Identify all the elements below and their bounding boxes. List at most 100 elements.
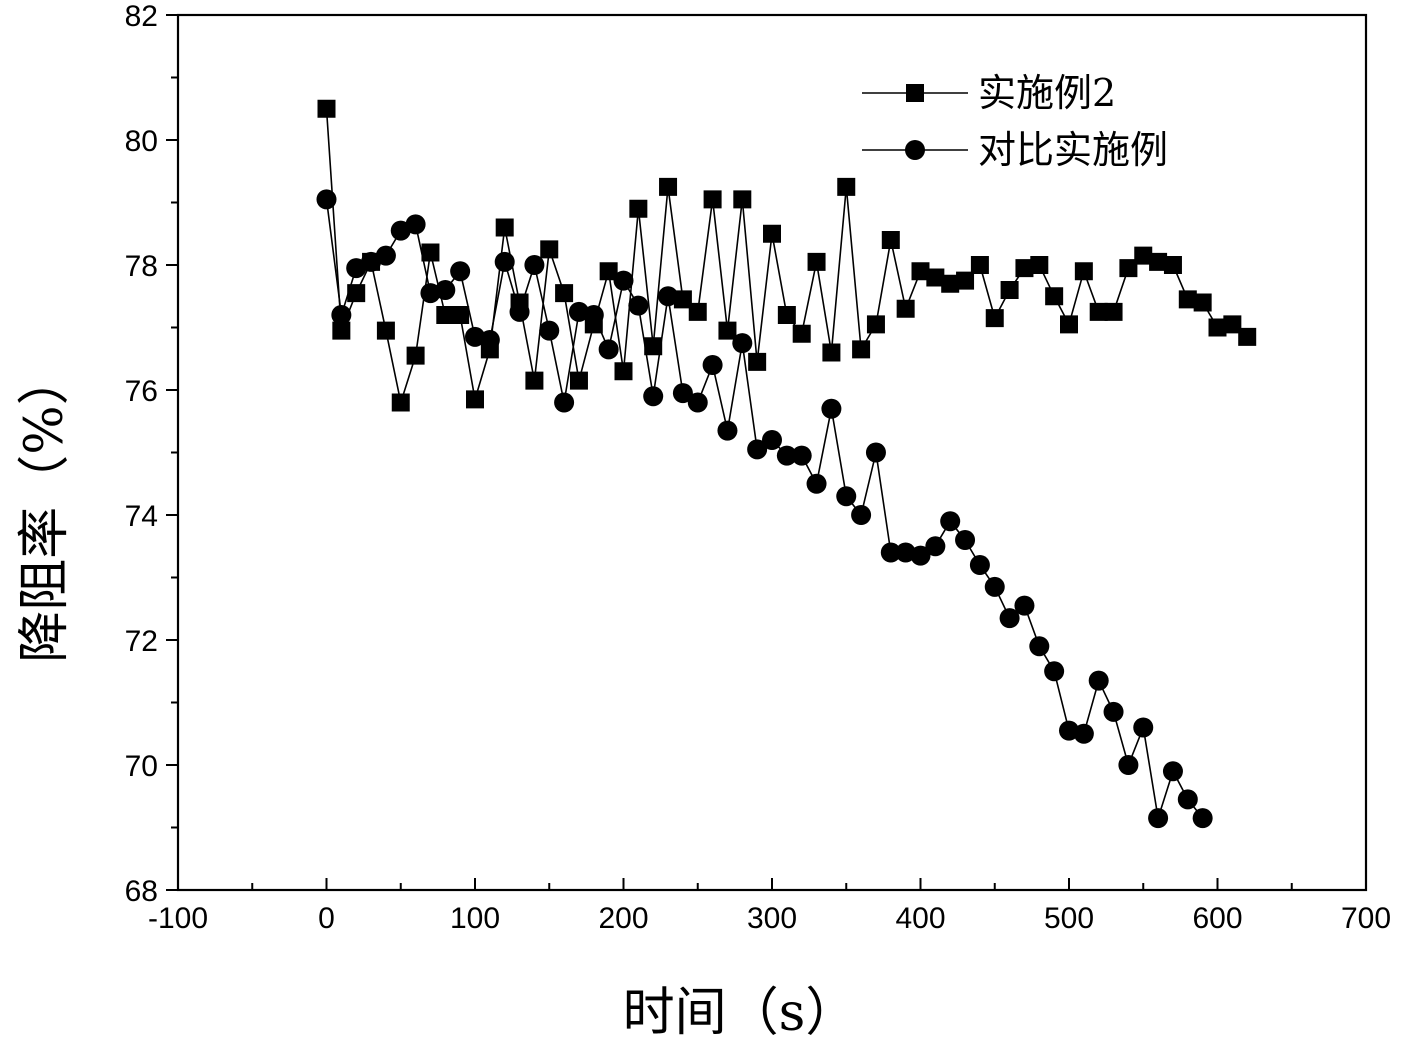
data-point <box>1134 246 1153 265</box>
data-point <box>672 383 693 404</box>
data-point <box>776 445 797 466</box>
data-point <box>658 286 679 307</box>
data-point <box>688 302 707 321</box>
data-point <box>955 530 976 550</box>
data-point <box>732 333 753 354</box>
data-point <box>450 261 471 282</box>
data-point <box>317 99 336 118</box>
data-point <box>911 262 930 281</box>
data-point <box>524 255 545 275</box>
data-point <box>509 301 530 322</box>
data-point <box>644 337 663 356</box>
data-point <box>792 324 811 343</box>
data-point <box>718 321 737 340</box>
data-point <box>851 505 872 525</box>
data-point <box>1029 636 1050 657</box>
axis-tick-labels: -100 0 100 200 300 400 500 600 700 68 70 72 74 76 78 80… <box>125 0 1391 935</box>
data-point <box>747 439 768 460</box>
data-point <box>1162 761 1183 782</box>
x-tick-label: 500 <box>1044 902 1094 935</box>
data-point <box>614 362 633 381</box>
x-tick-label: 400 <box>895 902 945 935</box>
x-tick-label: 200 <box>598 902 648 935</box>
data-point <box>881 231 900 249</box>
y-tick-label: 70 <box>125 750 158 783</box>
data-point <box>1118 755 1139 775</box>
data-point <box>717 420 738 441</box>
y-tick-label: 82 <box>125 0 158 33</box>
data-point <box>1177 789 1198 810</box>
data-point <box>1148 808 1169 829</box>
data-point <box>687 392 708 413</box>
data-point <box>1163 256 1182 274</box>
data-point <box>599 262 618 281</box>
data-point <box>969 555 990 575</box>
data-point <box>1192 808 1213 829</box>
data-point <box>763 224 781 243</box>
x-axis-title: 时间（s） <box>623 983 858 1043</box>
data-point <box>865 442 886 463</box>
data-point <box>896 299 915 318</box>
data-point <box>1149 252 1168 271</box>
data-point <box>748 352 767 371</box>
data-point <box>479 330 500 350</box>
data-point <box>1000 281 1019 299</box>
data-point <box>910 545 931 566</box>
data-point <box>1119 259 1138 278</box>
data-point <box>702 355 723 375</box>
legend-marker-series-2 <box>905 140 925 160</box>
data-point <box>1193 293 1212 312</box>
data-point <box>970 256 989 274</box>
x-tick-label: -100 <box>148 902 208 935</box>
data-point <box>852 340 871 359</box>
data-point <box>465 326 485 347</box>
data-point <box>643 386 664 407</box>
data-point <box>391 393 410 412</box>
data-point <box>1045 287 1064 306</box>
data-point <box>495 218 514 237</box>
data-point <box>466 390 484 409</box>
data-point <box>1073 723 1094 744</box>
data-point <box>316 189 337 210</box>
y-tick-label: 80 <box>125 125 158 158</box>
data-point <box>733 190 752 209</box>
data-point <box>806 473 827 494</box>
data-point <box>540 240 559 259</box>
data-point <box>583 305 604 325</box>
x-tick-label: 600 <box>1192 902 1242 935</box>
data-point <box>539 320 560 341</box>
series-1 <box>317 99 1257 412</box>
data-point <box>1238 327 1257 346</box>
data-point <box>822 343 841 362</box>
data-point <box>1088 670 1109 691</box>
data-point <box>405 214 426 235</box>
data-point <box>821 398 842 419</box>
x-tick-label: 700 <box>1341 902 1391 935</box>
legend-label-series-1: 实施例2 <box>978 71 1116 115</box>
data-point <box>659 177 678 196</box>
data-point <box>985 309 1004 328</box>
data-point <box>999 608 1020 629</box>
data-point <box>1014 595 1035 616</box>
data-point <box>406 346 425 365</box>
x-tick-label: 0 <box>318 902 335 935</box>
data-point <box>703 190 722 209</box>
y-tick-label: 78 <box>125 250 158 283</box>
data-point <box>1015 259 1034 278</box>
data-point <box>525 371 544 390</box>
data-point <box>569 371 588 390</box>
series-layer <box>316 99 1257 829</box>
data-point <box>1178 290 1197 309</box>
data-point <box>421 243 440 262</box>
data-point <box>568 301 589 322</box>
data-point <box>925 536 946 557</box>
data-point <box>598 339 619 360</box>
data-point <box>555 284 574 303</box>
data-point <box>837 177 856 196</box>
data-point <box>436 306 455 324</box>
data-point <box>940 511 961 532</box>
data-point <box>941 274 960 293</box>
legend-marker-series-1 <box>906 84 924 102</box>
data-point <box>1104 302 1123 321</box>
data-point <box>375 245 396 266</box>
